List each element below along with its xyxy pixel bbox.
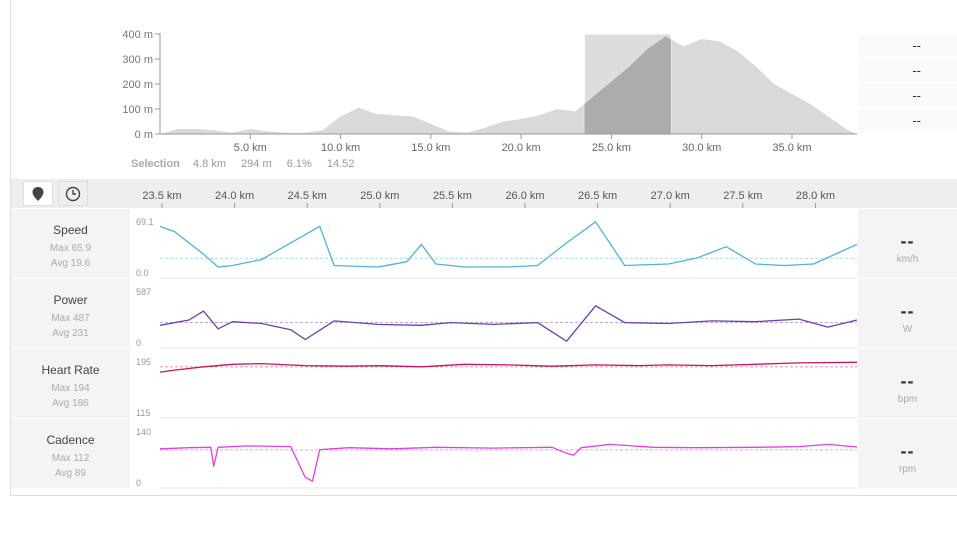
elevation-area: [160, 36, 857, 134]
detail-x-tick: 26.5 km: [578, 190, 617, 202]
metric-name: Cadence: [46, 433, 95, 447]
elevation-y-tick: 400 m: [122, 29, 153, 41]
elevation-side-value: --: [858, 84, 957, 108]
metric-max: Max 112: [51, 453, 90, 464]
row-value-heart-rate: -- bpm: [858, 349, 957, 418]
row-label-cadence: Cadence Max 112 Avg 89: [11, 419, 130, 488]
metric-unit: km/h: [896, 254, 919, 265]
selection-elevation: 294 m: [241, 158, 272, 170]
detail-toolbar: [11, 179, 957, 208]
row-value-cadence: -- rpm: [858, 419, 957, 488]
clock-icon: [65, 186, 81, 201]
elevation-x-tick: 30.0 km: [682, 142, 721, 154]
elevation-x-tick: 35.0 km: [772, 142, 811, 154]
elevation-x-tick: 15.0 km: [411, 142, 450, 154]
elevation-y-tick: 300 m: [122, 54, 153, 66]
selection-label: Selection: [131, 158, 180, 170]
elevation-x-tick: 5.0 km: [234, 142, 267, 154]
metric-current-value: --: [900, 371, 915, 391]
selection-distance: 4.8 km: [192, 158, 226, 170]
elevation-side-value: --: [858, 59, 957, 83]
detail-x-axis: 23.5 km 24.0 km 24.5 km 25.0 km 25.5 km 26.0 …: [142, 190, 835, 208]
elevation-x-tick: 20.0 km: [502, 142, 541, 154]
metric-current-value: --: [900, 231, 915, 251]
metric-unit: rpm: [898, 464, 917, 475]
metric-avg: Avg 89: [55, 468, 86, 479]
elevation-x-tick: 10.0 km: [321, 142, 360, 154]
metric-current-value: --: [900, 301, 915, 321]
selection-grade: 6.1%: [286, 158, 312, 170]
elevation-y-tick: 200 m: [122, 79, 153, 91]
detail-x-tick: 27.5 km: [723, 190, 762, 202]
row-value-power: -- W: [858, 279, 957, 348]
row-label-power: Power Max 487 Avg 231: [11, 279, 130, 348]
elevation-y-tick: 0 m: [135, 129, 153, 141]
map-pin-button[interactable]: [23, 181, 53, 206]
detail-x-tick: 25.0 km: [360, 190, 399, 202]
row-value-speed: -- km/h: [858, 209, 957, 278]
metric-name: Heart Rate: [41, 363, 100, 377]
elevation-y-tick: 100 m: [122, 104, 153, 116]
detail-x-tick: 27.0 km: [651, 190, 690, 202]
detail-x-tick: 24.0 km: [215, 190, 254, 202]
metric-name: Power: [53, 293, 88, 307]
metric-max: Max 487: [51, 313, 90, 324]
elevation-side-value: --: [858, 34, 957, 58]
metric-unit: W: [902, 324, 913, 335]
detail-x-tick: 23.5 km: [142, 190, 181, 202]
metric-current-value: --: [900, 441, 915, 461]
row-label-heart-rate: Heart Rate Max 194 Avg 186: [11, 349, 130, 418]
selection-area: [584, 36, 672, 134]
detail-x-tick: 24.5 km: [288, 190, 327, 202]
time-button[interactable]: [58, 181, 88, 206]
detail-x-tick: 25.5 km: [433, 190, 472, 202]
metric-name: Speed: [53, 223, 88, 237]
elevation-side-value: --: [858, 109, 957, 133]
elevation-x-tick: 25.0 km: [592, 142, 631, 154]
chart-frame: [10, 0, 957, 496]
selection-other: 14.52: [326, 158, 355, 170]
elevation-chart[interactable]: 400 m 300 m 200 m 100 m 0 m 5.0 km 10.0 km 15.…: [0, 0, 957, 160]
selection-summary: Selection 4.8 km 294 m 6.1% 14.52: [131, 158, 366, 170]
row-label-speed: Speed Max 65.9 Avg 19.6: [11, 209, 130, 278]
metric-avg: Avg 231: [52, 328, 89, 339]
metric-max: Max 194: [51, 383, 90, 394]
metric-avg: Avg 19.6: [50, 258, 91, 269]
detail-x-tick: 28.0 km: [796, 190, 835, 202]
metric-max: Max 65.9: [49, 243, 92, 254]
metric-avg: Avg 186: [52, 398, 89, 409]
metric-unit: bpm: [897, 394, 918, 405]
detail-x-tick: 26.0 km: [505, 190, 544, 202]
map-pin-icon: [32, 186, 44, 201]
